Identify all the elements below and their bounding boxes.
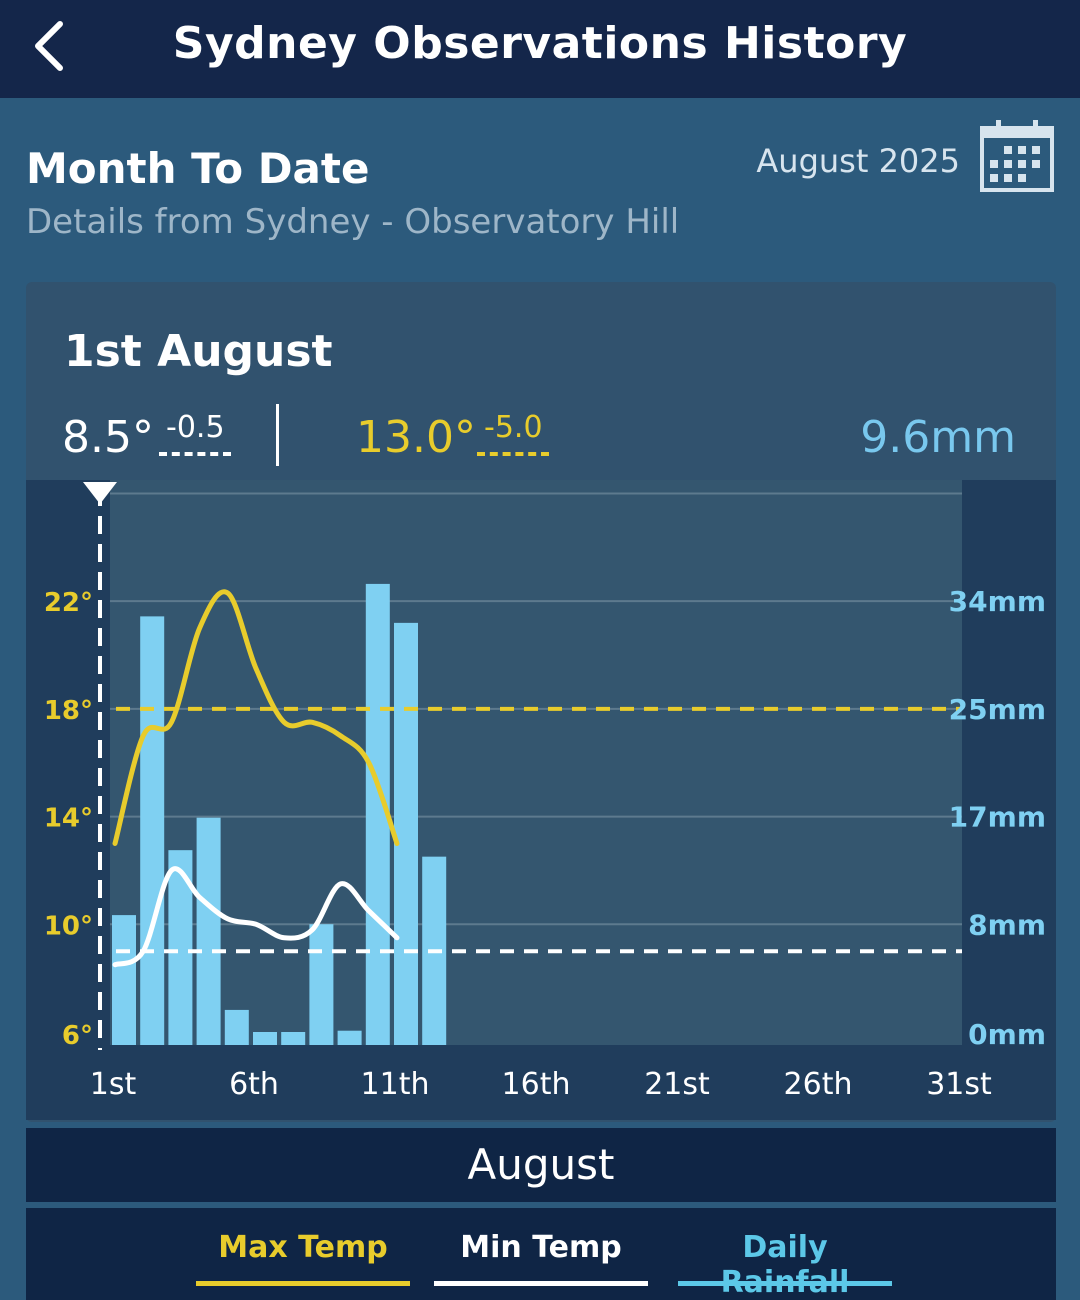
max-temp-dash <box>477 452 549 456</box>
rainfall-bar <box>140 616 165 1045</box>
month-label: August 2025 <box>756 142 960 180</box>
summary-header: Month To Date Details from Sydney - Obse… <box>26 120 1056 250</box>
legend-max-temp-underline <box>196 1281 410 1286</box>
temp-tick-label: 10° <box>44 911 93 941</box>
day-tick-label: 6th <box>229 1067 279 1102</box>
day-stats: 8.5° -0.5 13.0° -5.0 9.6mm <box>26 402 1056 472</box>
rainfall-bar <box>337 1030 362 1045</box>
cursor-handle <box>83 482 117 504</box>
chevron-left-icon <box>35 21 63 71</box>
rainfall-bar <box>394 622 418 1045</box>
rainfall-bar <box>112 915 136 1045</box>
day-tick-label: 26th <box>784 1067 853 1102</box>
day-tick-label: 1st <box>90 1067 137 1102</box>
rainfall-bar <box>224 1009 249 1045</box>
rain-axis-labels: 0mm 8mm 17mm 25mm 34mm <box>949 585 1046 1051</box>
max-temp-value: 13.0° <box>356 412 476 463</box>
rainfall-bar <box>281 1032 306 1045</box>
legend-rainfall-label: Daily Rainfall <box>720 1230 850 1300</box>
rain-tick-label: 0mm <box>968 1018 1046 1051</box>
calendar-button[interactable] <box>978 118 1056 196</box>
rainfall-bar <box>309 924 334 1045</box>
legend: Max Temp Min Temp Daily Rainfall <box>26 1208 1056 1300</box>
temp-tick-label: 14° <box>44 804 93 834</box>
rain-tick-label: 8mm <box>968 908 1046 941</box>
day-tick-label: 31st <box>926 1067 992 1102</box>
max-temp-diff: -5.0 <box>484 410 543 445</box>
month-selector[interactable]: August <box>26 1128 1056 1202</box>
legend-rainfall[interactable]: Daily Rainfall <box>678 1230 892 1300</box>
chart-card: 1st August 8.5° -0.5 13.0° -5.0 9.6mm 6°… <box>26 282 1056 1122</box>
day-tick-label: 21st <box>644 1067 710 1102</box>
rainfall-value: 9.6mm <box>860 412 1016 463</box>
min-temp-diff: -0.5 <box>166 410 225 445</box>
rain-tick-label: 17mm <box>949 801 1046 834</box>
day-cursor[interactable] <box>83 482 117 1050</box>
day-axis-labels: 1st 6th 11th 16th 21st 26th 31st <box>90 1067 992 1102</box>
legend-min-temp[interactable]: Min Temp <box>434 1230 648 1286</box>
page-title: Sydney Observations History <box>172 18 908 69</box>
temp-axis-labels: 6° 10° 14° 18° 22° <box>44 588 93 1051</box>
temp-tick-label: 22° <box>44 588 93 618</box>
stats-divider <box>276 404 279 466</box>
plot-area <box>110 480 962 1045</box>
min-temp-line <box>112 866 400 968</box>
rain-tick-label: 25mm <box>949 693 1046 726</box>
selected-date: 1st August <box>64 326 333 377</box>
summary-title: Month To Date <box>26 144 370 193</box>
min-temp-dash <box>159 452 231 456</box>
temp-tick-label: 18° <box>44 696 93 726</box>
temp-tick-label: 6° <box>62 1021 93 1051</box>
legend-min-temp-label: Min Temp <box>460 1230 622 1265</box>
legend-rainfall-underline <box>678 1281 892 1286</box>
back-button[interactable] <box>26 14 86 78</box>
rain-tick-label: 34mm <box>949 585 1046 618</box>
legend-max-temp-label: Max Temp <box>218 1230 388 1265</box>
min-temp-value: 8.5° <box>62 412 154 463</box>
observations-chart[interactable]: 6° 10° 14° 18° 22° 0mm 8mm 17mm 25mm 34mm 1st 6th… <box>26 282 1056 1122</box>
rainfall-bars <box>112 583 447 1045</box>
temperature-lines <box>112 589 400 968</box>
calendar-icon <box>980 120 1054 192</box>
day-tick-label: 16th <box>502 1067 571 1102</box>
top-bar: Sydney Observations History <box>0 0 1080 98</box>
day-tick-label: 11th <box>361 1067 430 1102</box>
legend-max-temp[interactable]: Max Temp <box>196 1230 410 1286</box>
rainfall-bar <box>196 817 221 1045</box>
max-temp-line <box>112 589 400 847</box>
rainfall-bar <box>253 1032 277 1045</box>
average-lines <box>116 706 962 954</box>
legend-min-temp-underline <box>434 1281 648 1286</box>
summary-subtitle: Details from Sydney - Observatory Hill <box>26 202 680 242</box>
